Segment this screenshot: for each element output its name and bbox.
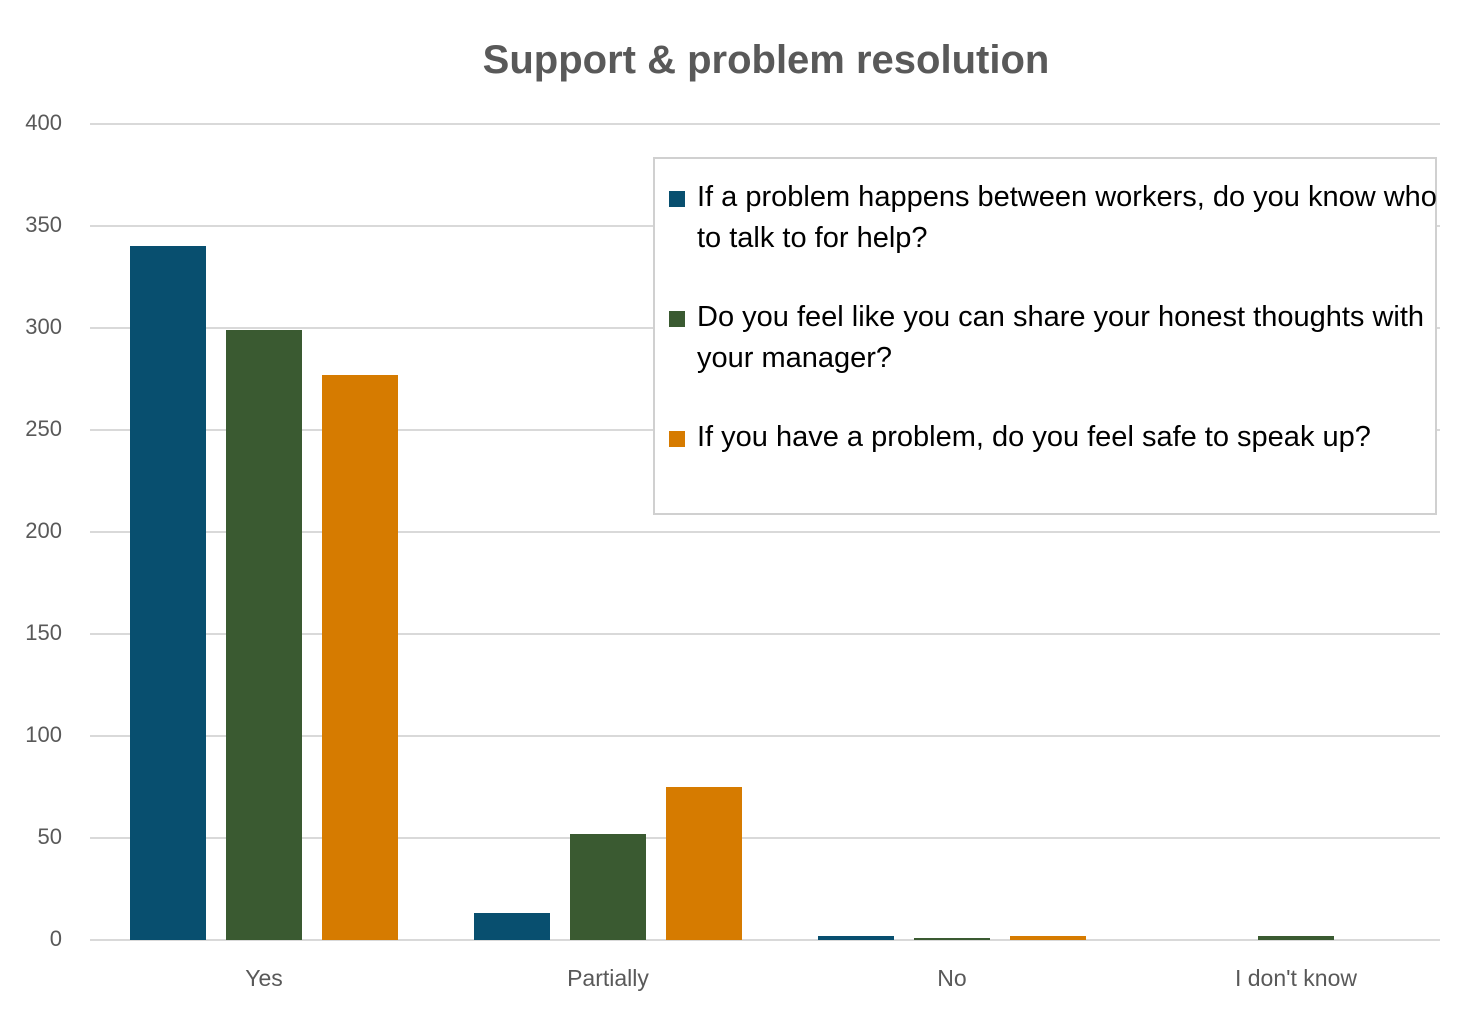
x-axis-line: [90, 939, 1440, 941]
y-tick-label: 150: [25, 620, 62, 645]
bar: [914, 937, 990, 940]
bar: [474, 913, 550, 940]
bar: [666, 787, 742, 940]
bar: [818, 935, 894, 940]
y-tick-label: 50: [37, 824, 62, 849]
y-tick-label: 200: [25, 518, 62, 543]
x-tick-label: I don't know: [1234, 965, 1358, 991]
y-tick-label: 300: [25, 314, 62, 339]
y-tick-label: 400: [25, 110, 62, 135]
legend-label-3: If you have a problem, do you feel safe …: [697, 421, 1371, 453]
legend-swatch-1: [669, 191, 685, 207]
chart-title: Support & problem resolution: [482, 38, 1050, 82]
y-tick-label: 350: [25, 212, 62, 237]
legend-label-1: If a problem happens between workers, do…: [697, 181, 1437, 254]
bar: [570, 833, 646, 940]
y-tick-label: 0: [49, 926, 62, 951]
gridline: [90, 123, 1440, 125]
bar: [1010, 935, 1086, 940]
gridline: [90, 735, 1440, 737]
legend-label-2: Do you feel like you can share your hone…: [697, 301, 1425, 374]
gridline: [90, 837, 1440, 839]
bar: [130, 246, 206, 940]
legend: If a problem happens between workers, do…: [653, 157, 1437, 515]
x-tick-label: No: [937, 965, 967, 991]
y-tick-label: 100: [25, 722, 62, 747]
legend-swatch-3: [669, 431, 685, 447]
x-tick-label: Partially: [567, 965, 649, 991]
legend-swatch-2: [669, 311, 685, 327]
x-tick-label: Yes: [245, 965, 283, 991]
gridline: [90, 531, 1440, 533]
gridline: [90, 633, 1440, 635]
bar: [322, 374, 398, 940]
y-tick-label: 250: [25, 416, 62, 441]
bar: [226, 330, 302, 940]
bar: [1258, 935, 1334, 940]
